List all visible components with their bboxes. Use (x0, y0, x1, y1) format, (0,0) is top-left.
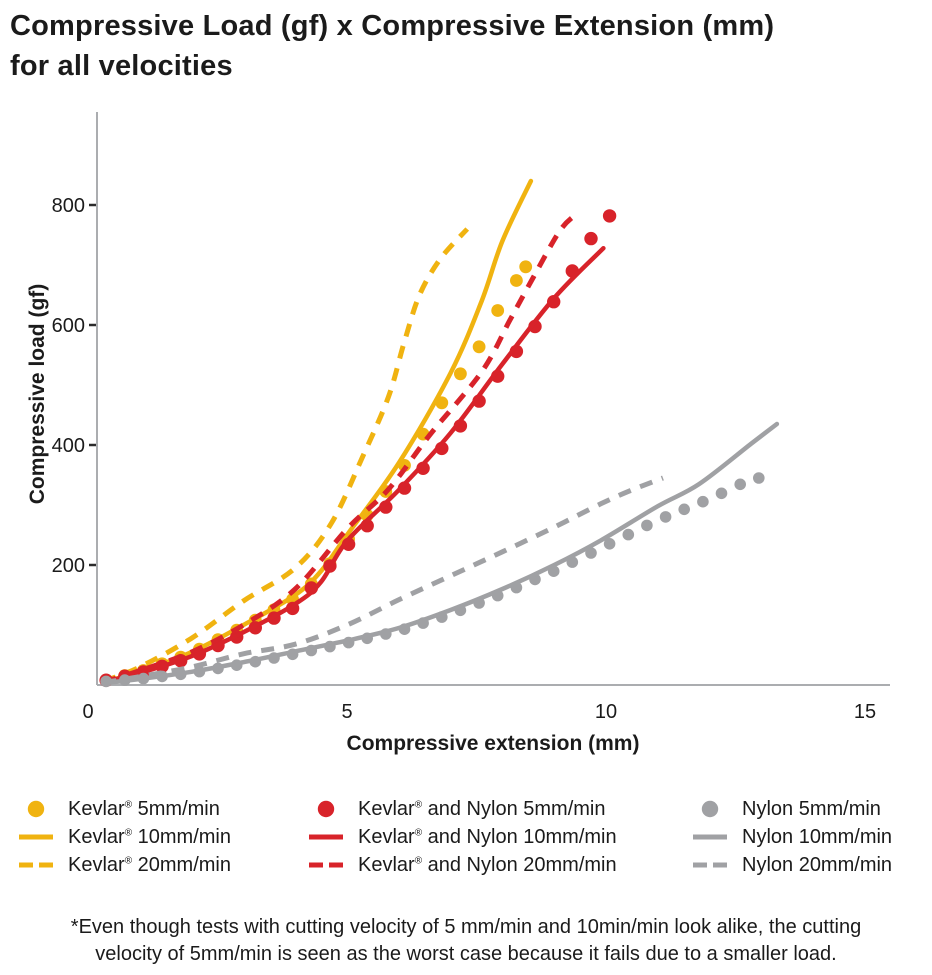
footnote: *Even though tests with cutting velocity… (70, 916, 862, 965)
series-dot-nylon-5 (641, 519, 653, 532)
series-dot-kevlar-nylon-5 (584, 231, 598, 246)
series-dot-kevlar-5 (454, 367, 467, 381)
series-line-kevlar-10 (101, 178, 534, 685)
legend-label: Nylon 10mm/min (742, 825, 893, 848)
series-dot-nylon-5 (585, 547, 597, 559)
y-tick-label: 400 (52, 435, 85, 457)
legend-item-kevlar-nylon-5: Kevlar® and Nylon 5mm/min (308, 795, 692, 823)
y-tick-label: 200 (52, 555, 85, 577)
chart-svg: 200 400 600 800 0 5 10 15 (52, 112, 890, 723)
series-dot-nylon-5 (603, 538, 616, 550)
legend-label: Kevlar® and Nylon 5mm/min (358, 797, 606, 820)
series-line-nylon-10 (101, 421, 780, 686)
series-dot-nylon-5 (697, 495, 709, 508)
legend-label: Kevlar® and Nylon 20mm/min (358, 853, 617, 876)
legend-label: Kevlar® 5mm/min (68, 797, 220, 820)
series-dot-nylon-5 (734, 478, 746, 491)
legend-solid-marker (19, 834, 53, 840)
x-tick-label: 15 (854, 701, 876, 723)
legend-item-kevlar-5: Kevlar® 5mm/min (18, 795, 308, 823)
series-dot-kevlar-5 (510, 274, 523, 287)
legend-dots-marker (27, 800, 45, 818)
legend-item-nylon-20: Nylon 20mm/min (692, 851, 926, 879)
legend-item-nylon-5: Nylon 5mm/min (692, 795, 926, 823)
legend-item-nylon-10: Nylon 10mm/min (692, 823, 926, 851)
legend-item-kevlar-10: Kevlar® 10mm/min (18, 823, 308, 851)
y-axis-title: Compressive load (gf) (26, 283, 49, 505)
y-tick-label: 800 (52, 195, 85, 217)
legend-item-kevlar-nylon-10: Kevlar® and Nylon 10mm/min (308, 823, 692, 851)
legend: Kevlar® 5mm/min Kevlar® 10mm/min Kevlar® 2… (18, 795, 926, 879)
title-line-2: for all velocities (10, 50, 233, 82)
series-dot-nylon-5 (715, 487, 728, 500)
legend-label: Nylon 5mm/min (742, 797, 881, 820)
legend-dashed-marker (693, 862, 727, 868)
x-tick-label: 5 (341, 701, 352, 723)
legend-dashed-marker (19, 862, 53, 868)
legend-label: Kevlar® 20mm/min (68, 853, 231, 876)
x-tick-label: 0 (82, 701, 93, 723)
series-line-kevlar-nylon-20 (102, 213, 577, 685)
legend-label: Kevlar® and Nylon 10mm/min (358, 825, 617, 848)
legend-dots-marker (317, 800, 335, 818)
title-line-1: Compressive Load (gf) x Compressive Exte… (10, 10, 775, 42)
legend-solid-marker (309, 834, 343, 840)
series-dot-nylon-5 (678, 503, 690, 516)
legend-label: Kevlar® 10mm/min (68, 825, 231, 848)
x-tick-label: 10 (595, 701, 617, 723)
series-line-nylon-20 (103, 475, 664, 686)
legend-dashed-marker (309, 862, 343, 868)
page-title: Compressive Load (gf) x Compressive Exte… (10, 6, 774, 86)
series-dot-kevlar-5 (519, 260, 533, 274)
legend-item-kevlar-20: Kevlar® 20mm/min (18, 851, 308, 879)
series-dot-kevlar-nylon-5 (602, 209, 617, 223)
series-dot-kevlar-5 (491, 304, 505, 317)
x-axis-title: Compressive extension (mm) (346, 732, 640, 755)
legend-solid-marker (693, 834, 727, 840)
legend-dots-marker (701, 800, 719, 818)
series-line-kevlar-20 (102, 227, 470, 684)
legend-label: Nylon 20mm/min (742, 853, 893, 876)
series-dot-kevlar-5 (472, 340, 486, 354)
series-dot-nylon-5 (753, 472, 765, 484)
y-tick-label: 600 (52, 315, 85, 337)
series-dot-nylon-5 (622, 528, 635, 541)
series-dot-nylon-5 (659, 511, 672, 523)
legend-item-kevlar-nylon-20: Kevlar® and Nylon 20mm/min (308, 851, 692, 879)
series-line-kevlar-nylon-10 (101, 245, 606, 685)
